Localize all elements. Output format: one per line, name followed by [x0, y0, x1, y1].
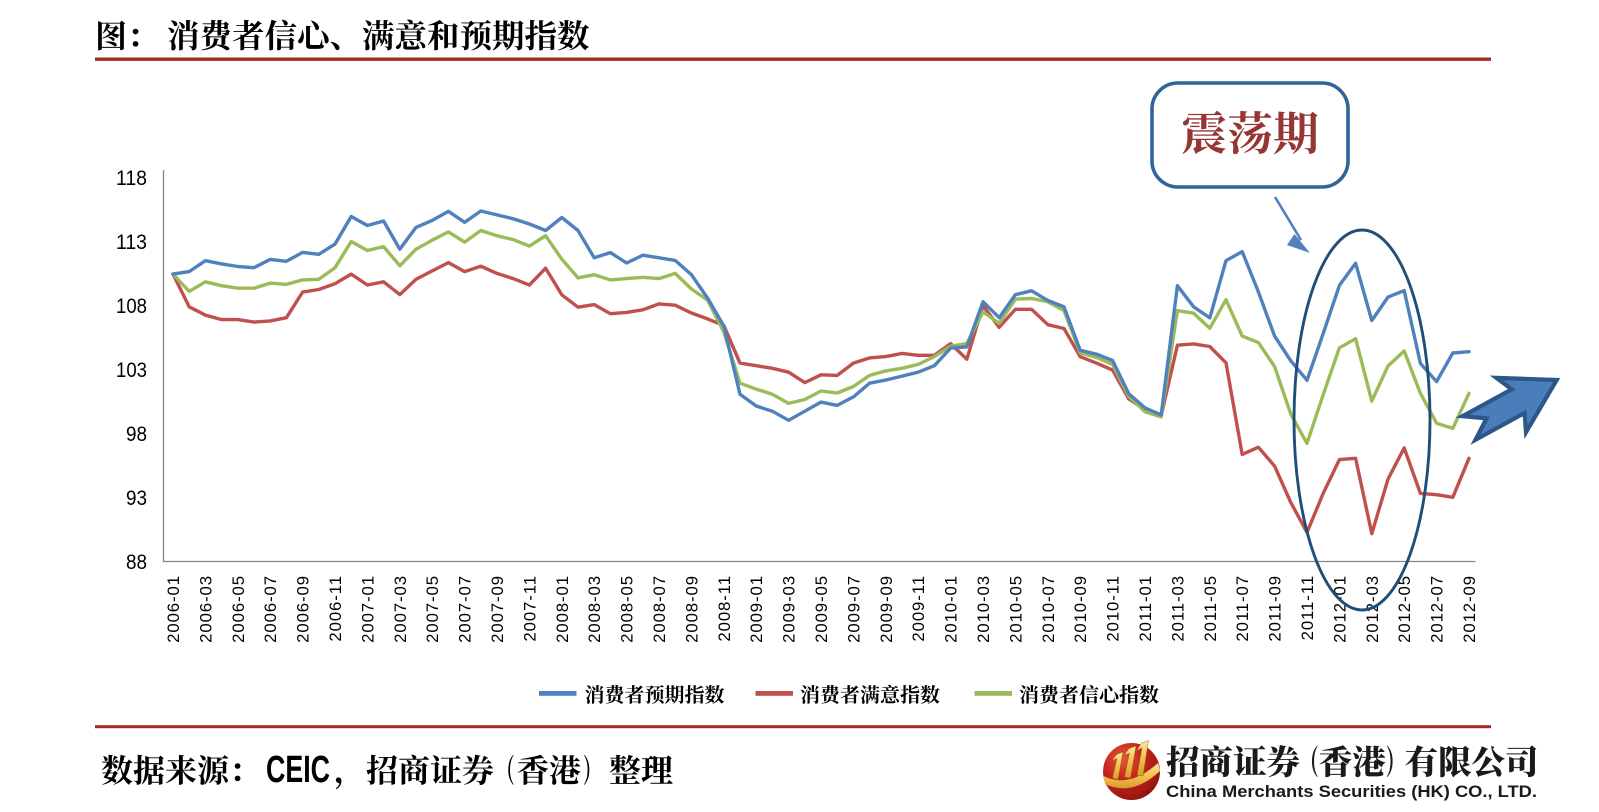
svg-text:2006-05: 2006-05 [229, 575, 248, 643]
svg-text:2007-03: 2007-03 [391, 575, 410, 643]
svg-text:2006-11: 2006-11 [326, 575, 345, 642]
svg-text:2009-07: 2009-07 [844, 575, 863, 643]
svg-text:2009-01: 2009-01 [747, 575, 766, 643]
svg-text:CEIC: CEIC [266, 749, 330, 791]
svg-text:2006-07: 2006-07 [261, 575, 280, 643]
svg-text:2012-01: 2012-01 [1330, 575, 1349, 643]
svg-text:108: 108 [116, 294, 147, 318]
svg-text:2012-07: 2012-07 [1428, 575, 1447, 643]
svg-text:88: 88 [126, 550, 147, 574]
svg-text:2011-07: 2011-07 [1233, 575, 1252, 642]
svg-text:2009-11: 2009-11 [909, 575, 928, 642]
svg-text:2010-03: 2010-03 [974, 575, 993, 643]
svg-text:2006-03: 2006-03 [196, 575, 215, 643]
svg-text:2010-07: 2010-07 [1039, 575, 1058, 643]
svg-text:2009-09: 2009-09 [877, 575, 896, 643]
svg-text:2006-01: 2006-01 [164, 575, 183, 643]
svg-text:China Merchants Securities (HK: China Merchants Securities (HK) CO., LTD… [1166, 782, 1537, 801]
svg-text:113: 113 [116, 230, 147, 254]
svg-text:2009-05: 2009-05 [812, 575, 831, 643]
svg-text:2011-09: 2011-09 [1266, 575, 1285, 642]
svg-text:2010-09: 2010-09 [1071, 575, 1090, 643]
svg-text:2007-05: 2007-05 [423, 575, 442, 643]
svg-text:98: 98 [126, 422, 147, 446]
svg-text:2008-09: 2008-09 [682, 575, 701, 643]
svg-text:2008-05: 2008-05 [618, 575, 637, 643]
svg-text:2011-05: 2011-05 [1201, 575, 1220, 642]
svg-text:2010-05: 2010-05 [1006, 575, 1025, 643]
svg-text:2011-01: 2011-01 [1136, 575, 1155, 642]
svg-text:2010-01: 2010-01 [942, 575, 961, 643]
svg-text:2008-11: 2008-11 [715, 575, 734, 642]
svg-text:2011-11: 2011-11 [1298, 575, 1317, 640]
svg-text:2012-05: 2012-05 [1395, 575, 1414, 643]
svg-text:2008-01: 2008-01 [553, 575, 572, 643]
svg-text:2008-03: 2008-03 [585, 575, 604, 643]
svg-text:2010-11: 2010-11 [1104, 575, 1123, 642]
svg-text:93: 93 [126, 486, 147, 510]
svg-text:2011-03: 2011-03 [1168, 575, 1187, 642]
svg-text:118: 118 [116, 166, 147, 190]
svg-text:2008-07: 2008-07 [650, 575, 669, 643]
svg-text:2012-09: 2012-09 [1460, 575, 1479, 643]
svg-text:2007-11: 2007-11 [520, 575, 539, 642]
svg-text:2006-09: 2006-09 [294, 575, 313, 643]
svg-text:2007-09: 2007-09 [488, 575, 507, 643]
svg-text:2007-07: 2007-07 [456, 575, 475, 643]
svg-text:103: 103 [116, 358, 147, 382]
svg-text:2009-03: 2009-03 [780, 575, 799, 643]
svg-text:2007-01: 2007-01 [358, 575, 377, 643]
